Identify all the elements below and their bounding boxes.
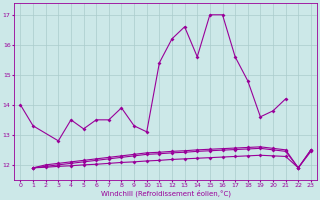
X-axis label: Windchill (Refroidissement éolien,°C): Windchill (Refroidissement éolien,°C) (101, 190, 231, 197)
